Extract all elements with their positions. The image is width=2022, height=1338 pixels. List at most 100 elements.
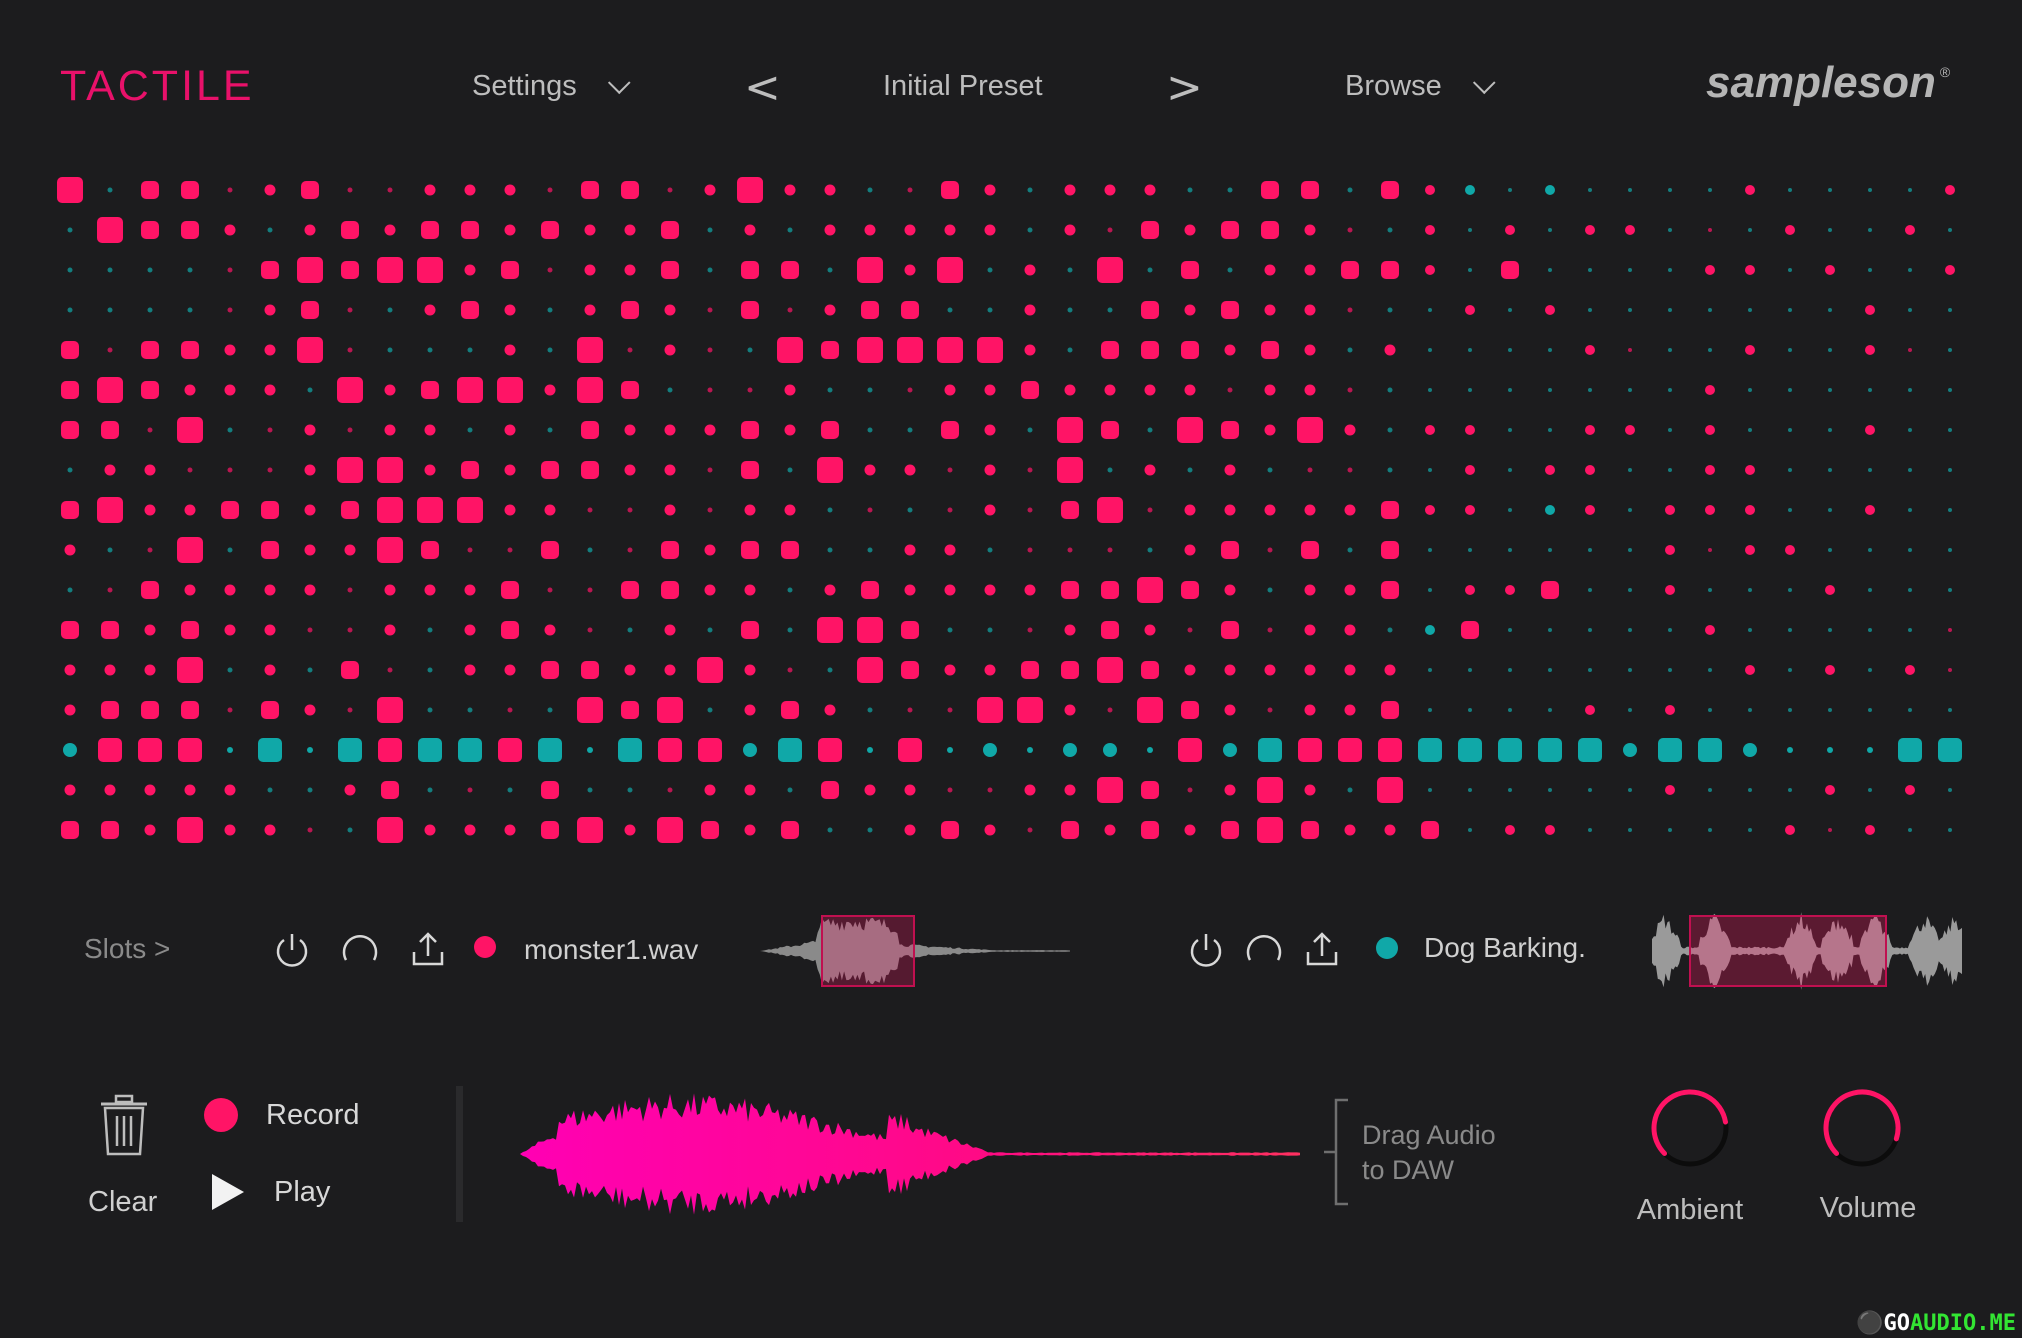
grid-dot[interactable] — [421, 541, 439, 559]
grid-dot[interactable] — [187, 267, 193, 273]
grid-dot[interactable] — [657, 697, 683, 723]
grid-dot[interactable] — [901, 621, 919, 639]
grid-dot[interactable] — [504, 424, 516, 436]
grid-dot[interactable] — [1505, 585, 1515, 595]
grid-dot[interactable] — [504, 824, 516, 836]
grid-dot[interactable] — [741, 301, 759, 319]
grid-dot[interactable] — [787, 467, 793, 473]
grid-dot[interactable] — [1428, 588, 1432, 592]
grid-dot[interactable] — [1221, 621, 1239, 639]
grid-dot[interactable] — [501, 621, 519, 639]
grid-dot[interactable] — [947, 307, 953, 313]
grid-dot[interactable] — [1745, 505, 1755, 515]
grid-dot[interactable] — [1147, 507, 1153, 513]
grid-dot[interactable] — [624, 664, 636, 676]
grid-dot[interactable] — [424, 584, 436, 596]
grid-dot[interactable] — [547, 347, 553, 353]
grid-dot[interactable] — [1141, 301, 1159, 319]
grid-dot[interactable] — [1905, 225, 1915, 235]
grid-dot[interactable] — [1101, 421, 1119, 439]
grid-dot[interactable] — [1668, 628, 1672, 632]
grid-dot[interactable] — [1024, 784, 1036, 796]
grid-dot[interactable] — [1865, 825, 1875, 835]
grid-dot[interactable] — [1347, 787, 1353, 793]
grid-dot[interactable] — [1381, 541, 1399, 559]
grid-dot[interactable] — [1261, 221, 1279, 239]
grid-dot[interactable] — [1588, 788, 1592, 792]
grid-dot[interactable] — [67, 227, 73, 233]
grid-dot[interactable] — [1787, 747, 1793, 753]
grid-dot[interactable] — [787, 787, 793, 793]
grid-dot[interactable] — [587, 627, 593, 633]
grid-dot[interactable] — [227, 187, 233, 193]
grid-dot[interactable] — [1668, 428, 1672, 432]
grid-dot[interactable] — [1585, 225, 1595, 235]
grid-dot[interactable] — [424, 184, 436, 196]
grid-dot[interactable] — [1948, 588, 1952, 592]
grid-dot[interactable] — [541, 661, 559, 679]
grid-dot[interactable] — [464, 584, 476, 596]
grid-dot[interactable] — [544, 384, 556, 396]
grid-dot[interactable] — [1628, 468, 1632, 472]
grid-dot[interactable] — [658, 738, 682, 762]
grid-dot[interactable] — [584, 224, 596, 236]
grid-dot[interactable] — [1024, 344, 1036, 356]
grid-dot[interactable] — [1868, 708, 1872, 712]
grid-dot[interactable] — [1021, 661, 1039, 679]
grid-dot[interactable] — [381, 781, 399, 799]
grid-dot[interactable] — [577, 817, 603, 843]
grid-dot[interactable] — [1137, 577, 1163, 603]
grid-dot[interactable] — [337, 457, 363, 483]
grid-dot[interactable] — [1867, 747, 1873, 753]
grid-dot[interactable] — [181, 621, 199, 639]
grid-dot[interactable] — [817, 617, 843, 643]
grid-dot[interactable] — [1788, 668, 1792, 672]
grid-dot[interactable] — [141, 181, 159, 199]
grid-dot[interactable] — [577, 337, 603, 363]
grid-dot[interactable] — [1264, 504, 1276, 516]
grid-dot[interactable] — [987, 267, 993, 273]
grid-dot[interactable] — [1224, 344, 1236, 356]
grid-dot[interactable] — [61, 501, 79, 519]
grid-dot[interactable] — [467, 707, 473, 713]
grid-dot[interactable] — [1908, 468, 1912, 472]
grid-dot[interactable] — [1057, 457, 1083, 483]
grid-dot[interactable] — [1104, 824, 1116, 836]
slot2-filename[interactable]: Dog Barking. — [1424, 932, 1586, 963]
grid-dot[interactable] — [184, 504, 196, 516]
grid-dot[interactable] — [1908, 388, 1912, 392]
grid-dot[interactable] — [384, 384, 396, 396]
grid-dot[interactable] — [1908, 268, 1912, 272]
grid-dot[interactable] — [387, 667, 393, 673]
grid-dot[interactable] — [1304, 304, 1316, 316]
grid-dot[interactable] — [1628, 308, 1632, 312]
slot2-selection[interactable] — [1689, 915, 1887, 987]
grid-dot[interactable] — [707, 507, 713, 513]
grid-dot[interactable] — [1061, 581, 1079, 599]
grid-dot[interactable] — [1421, 821, 1439, 839]
grid-dot[interactable] — [1344, 664, 1356, 676]
grid-dot[interactable] — [1708, 788, 1712, 792]
grid-dot[interactable] — [338, 738, 362, 762]
grid-dot[interactable] — [181, 181, 199, 199]
play-button[interactable]: Play — [210, 1172, 330, 1212]
grid-dot[interactable] — [1465, 185, 1475, 195]
grid-dot[interactable] — [1908, 428, 1912, 432]
grid-dot[interactable] — [1341, 261, 1359, 279]
grid-dot[interactable] — [1588, 548, 1592, 552]
grid-dot[interactable] — [821, 421, 839, 439]
grid-dot[interactable] — [907, 507, 913, 513]
slots-toggle[interactable]: Slots > — [84, 933, 171, 964]
grid-dot[interactable] — [1625, 425, 1635, 435]
grid-dot[interactable] — [861, 581, 879, 599]
grid-dot[interactable] — [697, 657, 723, 683]
grid-dot[interactable] — [1788, 708, 1792, 712]
grid-dot[interactable] — [141, 341, 159, 359]
grid-dot[interactable] — [347, 427, 353, 433]
export-icon[interactable] — [408, 930, 448, 970]
grid-dot[interactable] — [64, 784, 76, 796]
grid-dot[interactable] — [1144, 624, 1156, 636]
grid-dot[interactable] — [184, 584, 196, 596]
grid-dot[interactable] — [347, 827, 353, 833]
grid-dot[interactable] — [267, 467, 273, 473]
